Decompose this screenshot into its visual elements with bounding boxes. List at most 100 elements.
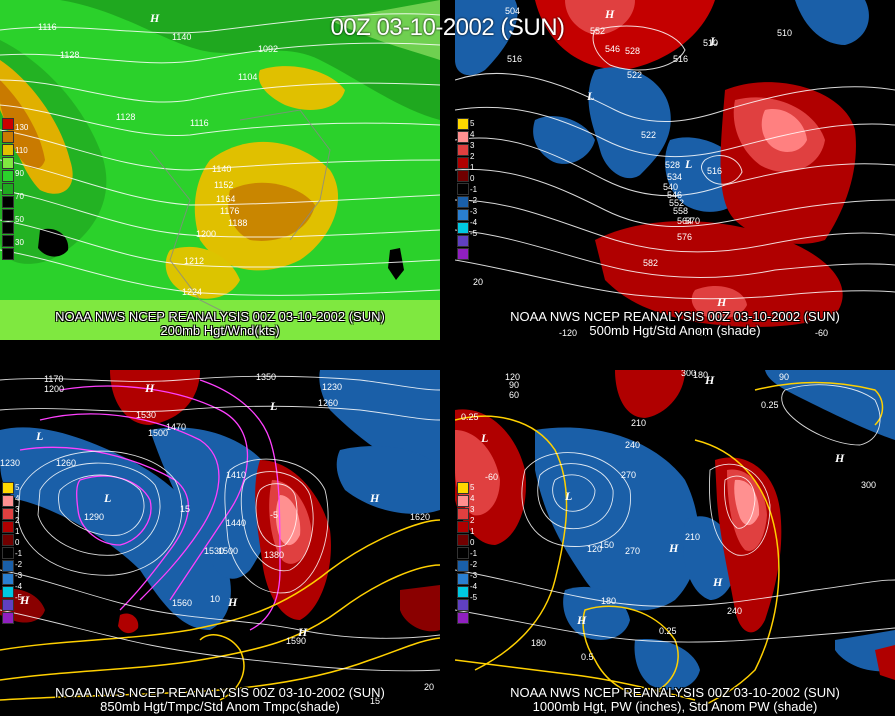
- legend-label: 2: [15, 516, 20, 525]
- map-500mb: 504 552 546 528 516 510 510 516 522 522 …: [455, 0, 895, 340]
- contour-label: 1152: [214, 180, 233, 190]
- contour-label: 1092: [258, 44, 278, 54]
- contour-label: 1260: [318, 398, 338, 408]
- legend-850mb: [2, 482, 14, 625]
- contour-label: 300: [861, 480, 876, 490]
- legend-label: -5: [470, 229, 478, 238]
- legend-label: 5: [15, 483, 20, 492]
- contour-label: 1128: [60, 50, 79, 60]
- high-marker: H: [297, 625, 308, 639]
- contour-label: 516: [507, 54, 522, 64]
- contour-label: 1260: [56, 458, 76, 468]
- legend-label: 0: [470, 174, 475, 183]
- contour-label: 516: [673, 54, 688, 64]
- legend-labels-500mb: 5 4 3 2 1 0 -1 -2 -3 -4 -5: [470, 118, 477, 239]
- contour-label: 1212: [184, 256, 204, 266]
- contour-label: 552: [669, 198, 684, 208]
- contour-label: 1230: [322, 382, 342, 392]
- legend-label: 50: [15, 215, 24, 224]
- contour-label: 0.25: [461, 412, 479, 422]
- contour-label: 0.25: [659, 626, 677, 636]
- contour-label: 564: [677, 216, 692, 226]
- panel-subcaption: 1000mb Hgt, PW (inches), Std Anom PW (sh…: [532, 699, 818, 714]
- contour-label: 1350: [256, 372, 276, 382]
- contour-label: 120: [505, 372, 520, 382]
- legend-label: 3: [15, 505, 20, 514]
- legend-label: 70: [15, 192, 24, 201]
- legend-label: -5: [15, 593, 23, 602]
- map-title: 00Z 03-10-2002 (SUN): [330, 14, 565, 41]
- contour-label: 1500: [148, 428, 168, 438]
- legend-label: -4: [15, 582, 23, 591]
- legend-label: -4: [470, 582, 478, 591]
- low-marker: L: [35, 429, 43, 443]
- contour-label: 1116: [38, 22, 57, 32]
- contour-label: 15: [370, 696, 380, 706]
- contour-label: 1410: [226, 470, 246, 480]
- contour-label: 180: [693, 370, 708, 380]
- contour-label: 90: [779, 372, 789, 382]
- contour-label: 20: [473, 277, 483, 287]
- legend-label: 0: [470, 538, 475, 547]
- legend-labels-200mb: 130 110 90 70 50 30: [15, 122, 28, 248]
- legend-label: 4: [15, 494, 20, 503]
- panel-subcaption: 850mb Hgt/Tmpc/Std Anom Tmpc(shade): [100, 699, 340, 714]
- legend-200mb: [2, 118, 14, 261]
- contour-label: 15: [180, 504, 190, 514]
- map-850mb: 1170 1200 1530 1350 1230 1260 1260 1470 …: [0, 370, 440, 716]
- panel-200mb: 1116 1128 1140 1092 1104 1128 1116 1140 …: [0, 0, 440, 340]
- legend-label: 4: [470, 494, 475, 503]
- contour-label: 10: [210, 594, 220, 604]
- contour-label: 20: [424, 682, 434, 692]
- contour-label: 270: [621, 470, 636, 480]
- contour-label: 1500: [218, 546, 238, 556]
- contour-label: 240: [625, 440, 640, 450]
- contour-label: 60: [509, 390, 519, 400]
- axis-label: -90: [695, 328, 708, 338]
- high-marker: H: [834, 451, 845, 465]
- panel-caption: NOAA NWS NCEP REANALYSIS 00Z 03-10-2002 …: [55, 685, 385, 700]
- axis-label: -120: [559, 328, 577, 338]
- legend-label: 1: [470, 527, 475, 536]
- contour-label: 1104: [238, 72, 257, 82]
- low-marker: L: [564, 489, 572, 503]
- high-marker: H: [227, 595, 238, 609]
- legend-label: -2: [470, 196, 478, 205]
- contour-label: 1530: [204, 546, 224, 556]
- contour-label: 582: [643, 258, 658, 268]
- high-marker: H: [369, 491, 380, 505]
- legend-1000mb: [457, 482, 469, 625]
- contour-label: 180: [531, 638, 546, 648]
- high-marker: H: [704, 373, 715, 387]
- panel-caption: NOAA NWS NCEP REANALYSIS 00Z 03-10-2002 …: [510, 309, 840, 324]
- contour-label: 546: [605, 44, 620, 54]
- contour-label: 300: [681, 370, 696, 378]
- legend-label: 30: [15, 238, 24, 247]
- contour-label: 534: [667, 172, 682, 182]
- contour-label: 1140: [172, 32, 191, 42]
- legend-label: -1: [470, 549, 478, 558]
- contour-label: -5: [270, 510, 278, 520]
- contour-label: 0.5: [581, 652, 594, 662]
- legend-label: 110: [15, 146, 28, 155]
- contour-label: 1380: [264, 550, 284, 560]
- panel-850mb: 1170 1200 1530 1350 1230 1260 1260 1470 …: [0, 370, 440, 716]
- contour-label: 1590: [286, 636, 306, 646]
- panel-subcaption: 200mb Hgt/Wnd(kts): [160, 323, 280, 338]
- panel-500mb: 504 552 546 528 516 510 510 516 522 522 …: [455, 0, 895, 340]
- low-marker: L: [586, 89, 594, 103]
- contour-label: 1470: [166, 422, 186, 432]
- high-marker: H: [604, 7, 615, 21]
- contour-label: 1140: [212, 164, 231, 174]
- contour-label: 504: [505, 6, 520, 16]
- contour-label: 510: [703, 38, 718, 48]
- panel-caption: NOAA NWS NCEP REANALYSIS 00Z 03-10-2002 …: [510, 685, 840, 700]
- contour-label: 1200: [44, 384, 64, 394]
- legend-label: 1: [15, 527, 20, 536]
- legend-label: 2: [470, 516, 475, 525]
- legend-label: -3: [470, 571, 478, 580]
- low-marker: L: [269, 399, 277, 413]
- legend-label: -1: [15, 549, 23, 558]
- legend-label: -2: [15, 560, 23, 569]
- legend-label: 0: [15, 538, 20, 547]
